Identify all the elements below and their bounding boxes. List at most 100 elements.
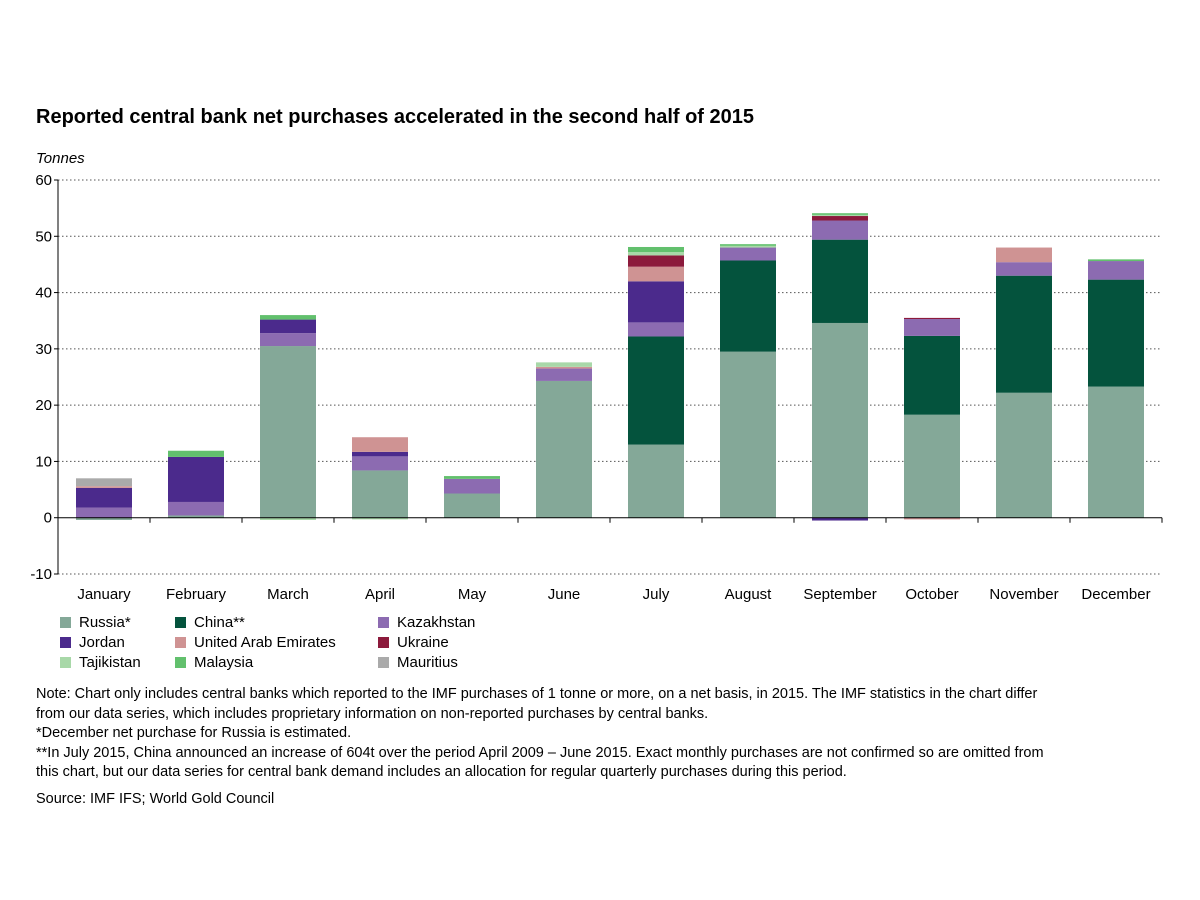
y-tick-label: 0 — [44, 510, 52, 527]
x-tick-labels: January February March April May June July Augu… — [77, 586, 1150, 603]
bar-segment — [536, 362, 592, 367]
bar-segment — [168, 501, 224, 516]
bar-segment — [904, 319, 960, 336]
bar-segment — [168, 450, 224, 457]
legend-swatch — [60, 657, 71, 668]
bar-segment — [1088, 259, 1144, 262]
bar-segment — [444, 493, 500, 518]
legend-item: Russia* — [60, 614, 131, 631]
bar-segment — [260, 319, 316, 334]
bar-segment — [628, 255, 684, 267]
bar-segment — [628, 322, 684, 337]
bar-segment — [720, 244, 776, 246]
y-tick-labels: -10 0 10 20 30 40 50 60 — [30, 172, 52, 583]
legend-swatch — [378, 617, 389, 628]
bar-segment — [812, 213, 868, 215]
legend-label: Ukraine — [397, 634, 449, 651]
bar-segment — [444, 478, 500, 494]
y-tick-label: 50 — [35, 228, 52, 245]
bar-segment — [536, 366, 592, 369]
bar-segment — [628, 444, 684, 518]
bar-segment — [536, 368, 592, 381]
x-tick-label: November — [989, 586, 1058, 603]
legend-label: Kazakhstan — [397, 614, 476, 631]
bar-segment — [352, 437, 408, 452]
bar-segment — [168, 456, 224, 502]
legend-label: United Arab Emirates — [194, 634, 336, 651]
bar-segment — [996, 262, 1052, 276]
bar-segment — [76, 486, 132, 488]
bar-segment — [260, 346, 316, 518]
bar-segment — [720, 247, 776, 261]
bar-segment — [720, 351, 776, 518]
legend-label: China** — [194, 614, 245, 631]
x-tick-label: August — [725, 586, 773, 603]
bar-segment — [812, 216, 868, 221]
note-russia: *December net purchase for Russia is est… — [36, 725, 352, 741]
note-china: **In July 2015, China announced an incre… — [36, 744, 1044, 781]
bar-segment — [76, 487, 132, 508]
legend-item: Mauritius — [378, 654, 458, 671]
legend-item: Tajikistan — [60, 654, 141, 671]
bar-segment — [996, 392, 1052, 518]
bar-segment — [904, 517, 960, 520]
bar-segment — [444, 476, 500, 479]
x-tick-label: December — [1081, 586, 1150, 603]
chart-notes: Note: Chart only includes central banks … — [36, 685, 1046, 809]
gridlines — [58, 179, 1162, 575]
y-axis-label: Tonnes — [36, 150, 85, 167]
bar-segment — [904, 414, 960, 518]
bar-segment — [812, 239, 868, 323]
bar-segment — [812, 322, 868, 518]
legend-swatch — [378, 637, 389, 648]
bar-segment — [260, 333, 316, 347]
bar-segment — [628, 266, 684, 282]
bar-segment — [904, 335, 960, 415]
bar-segment — [1088, 279, 1144, 387]
bar-segment — [352, 456, 408, 471]
legend-swatch — [175, 637, 186, 648]
bar-segment — [628, 336, 684, 445]
bar-segment — [76, 478, 132, 487]
legend-label: Mauritius — [397, 654, 458, 671]
legend-swatch — [175, 657, 186, 668]
legend-item: Jordan — [60, 634, 125, 651]
bar-segment — [812, 214, 868, 217]
bar-segment — [536, 380, 592, 518]
bar-segment — [352, 451, 408, 457]
legend-swatch — [175, 617, 186, 628]
legend-item: Malaysia — [175, 654, 253, 671]
x-tick-label: March — [267, 586, 309, 603]
bar-segment — [628, 281, 684, 323]
legend-swatch — [60, 617, 71, 628]
x-tick-label: July — [643, 586, 670, 603]
x-tick-label: June — [548, 586, 581, 603]
x-tick-label: September — [803, 586, 876, 603]
axes — [54, 179, 1163, 575]
y-tick-label: 40 — [35, 285, 52, 302]
chart-title: Reported central bank net purchases acce… — [36, 106, 755, 128]
x-tick-label: January — [77, 586, 131, 603]
bar-segment — [1088, 386, 1144, 518]
x-tick-label: May — [458, 586, 487, 603]
legend-label: Russia* — [79, 614, 131, 631]
bar-segment — [260, 517, 316, 520]
y-tick-label: 60 — [35, 172, 52, 189]
legend-item: United Arab Emirates — [175, 634, 336, 651]
bar-segment — [168, 515, 224, 518]
legend-label: Tajikistan — [79, 654, 141, 671]
bar-segment — [996, 247, 1052, 263]
legend-swatch — [60, 637, 71, 648]
bar-segment — [260, 315, 316, 320]
source-text: Source: IMF IFS; World Gold Council — [36, 790, 275, 807]
bar-segment — [1088, 261, 1144, 280]
bar-segment — [904, 317, 960, 320]
legend-swatch — [378, 657, 389, 668]
bar-segment — [352, 517, 408, 520]
bar-segment — [76, 517, 132, 520]
bar-segment — [996, 275, 1052, 393]
bar-segment — [628, 246, 684, 253]
y-tick-label: 20 — [35, 397, 52, 414]
bar-segment — [720, 245, 776, 248]
